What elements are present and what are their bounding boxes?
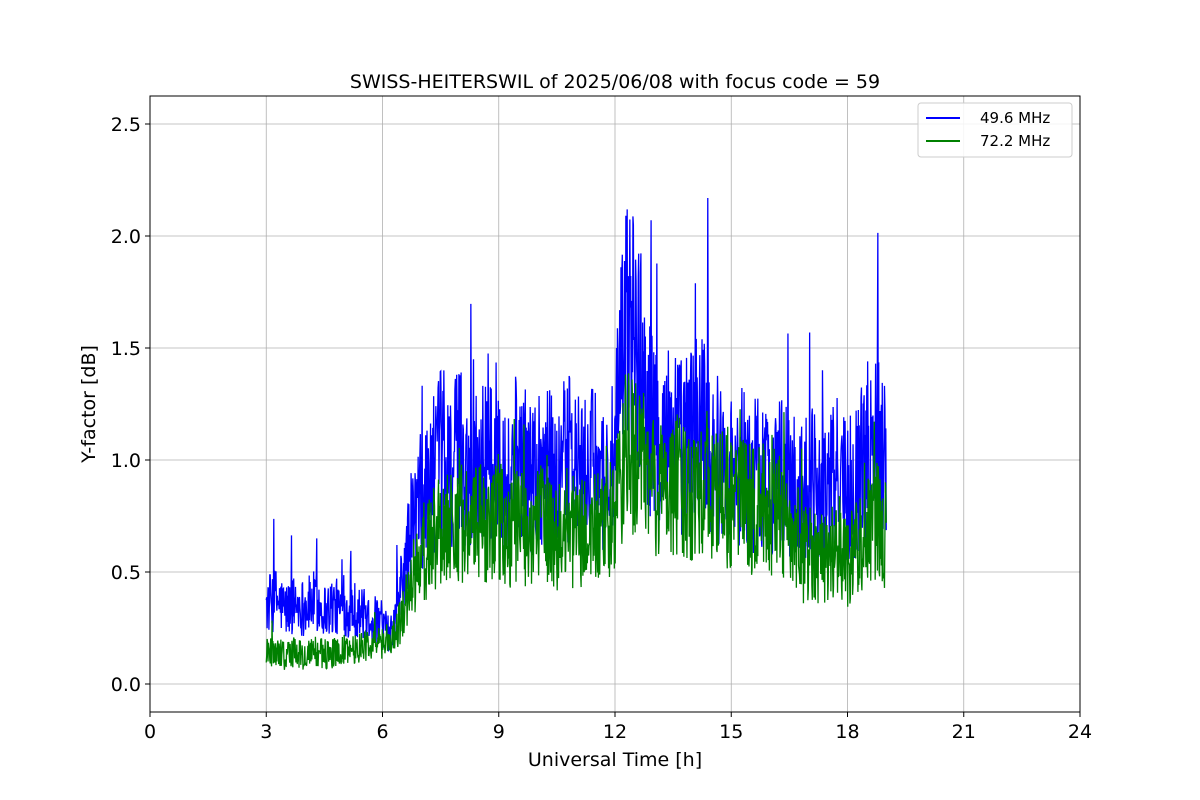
x-tick-label: 18 — [835, 721, 859, 743]
x-tick-label: 6 — [376, 721, 388, 743]
x-tick-label: 21 — [952, 721, 976, 743]
y-tick-label: 2.0 — [111, 226, 141, 248]
y-tick-label: 1.0 — [111, 450, 141, 472]
x-tick-label: 24 — [1068, 721, 1092, 743]
legend-box — [917, 102, 1073, 158]
x-axis-label: Universal Time [h] — [528, 749, 702, 771]
y-tick-label: 1.5 — [111, 338, 141, 360]
legend: 49.6 MHz 72.2 MHz — [917, 102, 1073, 158]
x-tick-label: 0 — [144, 721, 156, 743]
x-tick-label: 12 — [603, 721, 627, 743]
legend-label-49-6-mhz: 49.6 MHz — [980, 109, 1050, 127]
x-tick-label: 15 — [719, 721, 743, 743]
y-tick-label: 2.5 — [111, 114, 141, 136]
axis-ticks: 0 3 6 9 12 15 18 21 24 0.0 0.5 1.0 1.5 2.0 2.5 — [111, 114, 1092, 743]
y-tick-label: 0.5 — [111, 562, 141, 584]
chart-title: SWISS-HEITERSWIL of 2025/06/08 with focu… — [350, 71, 880, 93]
x-tick-label: 3 — [260, 721, 272, 743]
series-line-72-2-mhz — [265, 373, 887, 670]
series-line-49-6-mhz — [265, 197, 887, 652]
y-tick-label: 0.0 — [111, 674, 141, 696]
x-tick-label: 9 — [493, 721, 505, 743]
y-axis-label: Y-factor [dB] — [78, 345, 100, 464]
legend-label-72-2-mhz: 72.2 MHz — [980, 132, 1050, 150]
series-layer — [265, 197, 887, 670]
